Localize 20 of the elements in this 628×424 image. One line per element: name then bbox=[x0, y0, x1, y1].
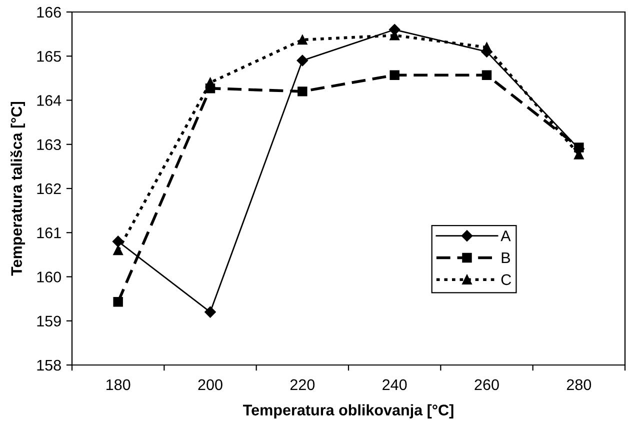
legend-label: B bbox=[502, 252, 510, 264]
y-tick-label: 166 bbox=[37, 6, 61, 18]
y-tick-label: 159 bbox=[37, 316, 61, 327]
x-axis-title: Temperatura oblikovanja [°C] bbox=[243, 404, 454, 418]
y-tick-label: 160 bbox=[37, 272, 61, 282]
x-tick-label: 180 bbox=[106, 379, 130, 390]
x-tick-label: 200 bbox=[198, 379, 222, 390]
y-tick-label: 161 bbox=[37, 227, 61, 238]
x-tick-label: 220 bbox=[290, 379, 315, 390]
y-tick-label: 165 bbox=[37, 50, 61, 62]
legend-label: A bbox=[500, 230, 511, 242]
x-tick-label: 260 bbox=[474, 379, 499, 390]
legend-label: C bbox=[501, 274, 512, 286]
y-tick-label: 158 bbox=[37, 360, 61, 371]
y-axis-title: Temperatura tališca [°C] bbox=[10, 102, 25, 276]
y-tick-label: 164 bbox=[37, 95, 62, 106]
x-tick-label: 240 bbox=[382, 379, 407, 390]
x-tick-label: 280 bbox=[566, 379, 592, 390]
y-tick-label: 163 bbox=[37, 139, 61, 150]
y-tick-label: 162 bbox=[37, 183, 61, 194]
